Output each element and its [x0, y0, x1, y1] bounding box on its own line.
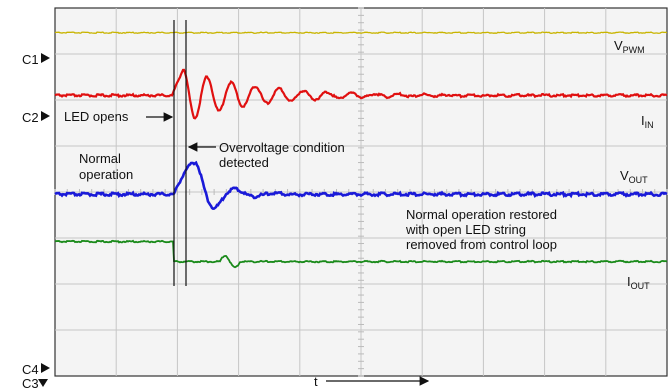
c2-pointer-icon — [41, 111, 50, 121]
label-v-out: VOUT — [620, 168, 648, 185]
channel-marker-c2: C2 — [22, 110, 39, 125]
annotation-overvoltage-line1: Overvoltage condition — [219, 140, 345, 155]
x-axis-label-t: t — [314, 374, 318, 388]
annotation-restored-line3: removed from control loop — [406, 237, 557, 252]
trace-v-out — [54, 160, 668, 210]
trace-v-pwm — [54, 31, 668, 35]
annotation-restored-line2: with open LED string — [405, 222, 526, 237]
trace-i-out — [54, 239, 668, 269]
annotation-overvoltage-line2: detected — [219, 155, 269, 170]
c4-pointer-icon — [41, 363, 50, 373]
label-i-out: IOUT — [627, 274, 650, 291]
annotation-led-opens: LED opens — [64, 109, 129, 124]
annotation-normal-line1: Normal — [79, 151, 121, 166]
label-i-in: IIN — [641, 113, 654, 130]
channel-marker-c1: C1 — [22, 52, 39, 67]
annotation-restored-line1: Normal operation restored — [406, 207, 557, 222]
scope-grid — [54, 7, 668, 377]
annotation-normal-line2: operation — [79, 167, 133, 182]
c3-pointer-icon — [38, 379, 48, 387]
channel-marker-c4: C4 — [22, 362, 39, 377]
c1-pointer-icon — [41, 53, 50, 63]
label-v-pwm: VPWM — [614, 38, 645, 55]
trace-i-in — [54, 68, 668, 120]
channel-marker-c3: C3 — [22, 376, 39, 388]
